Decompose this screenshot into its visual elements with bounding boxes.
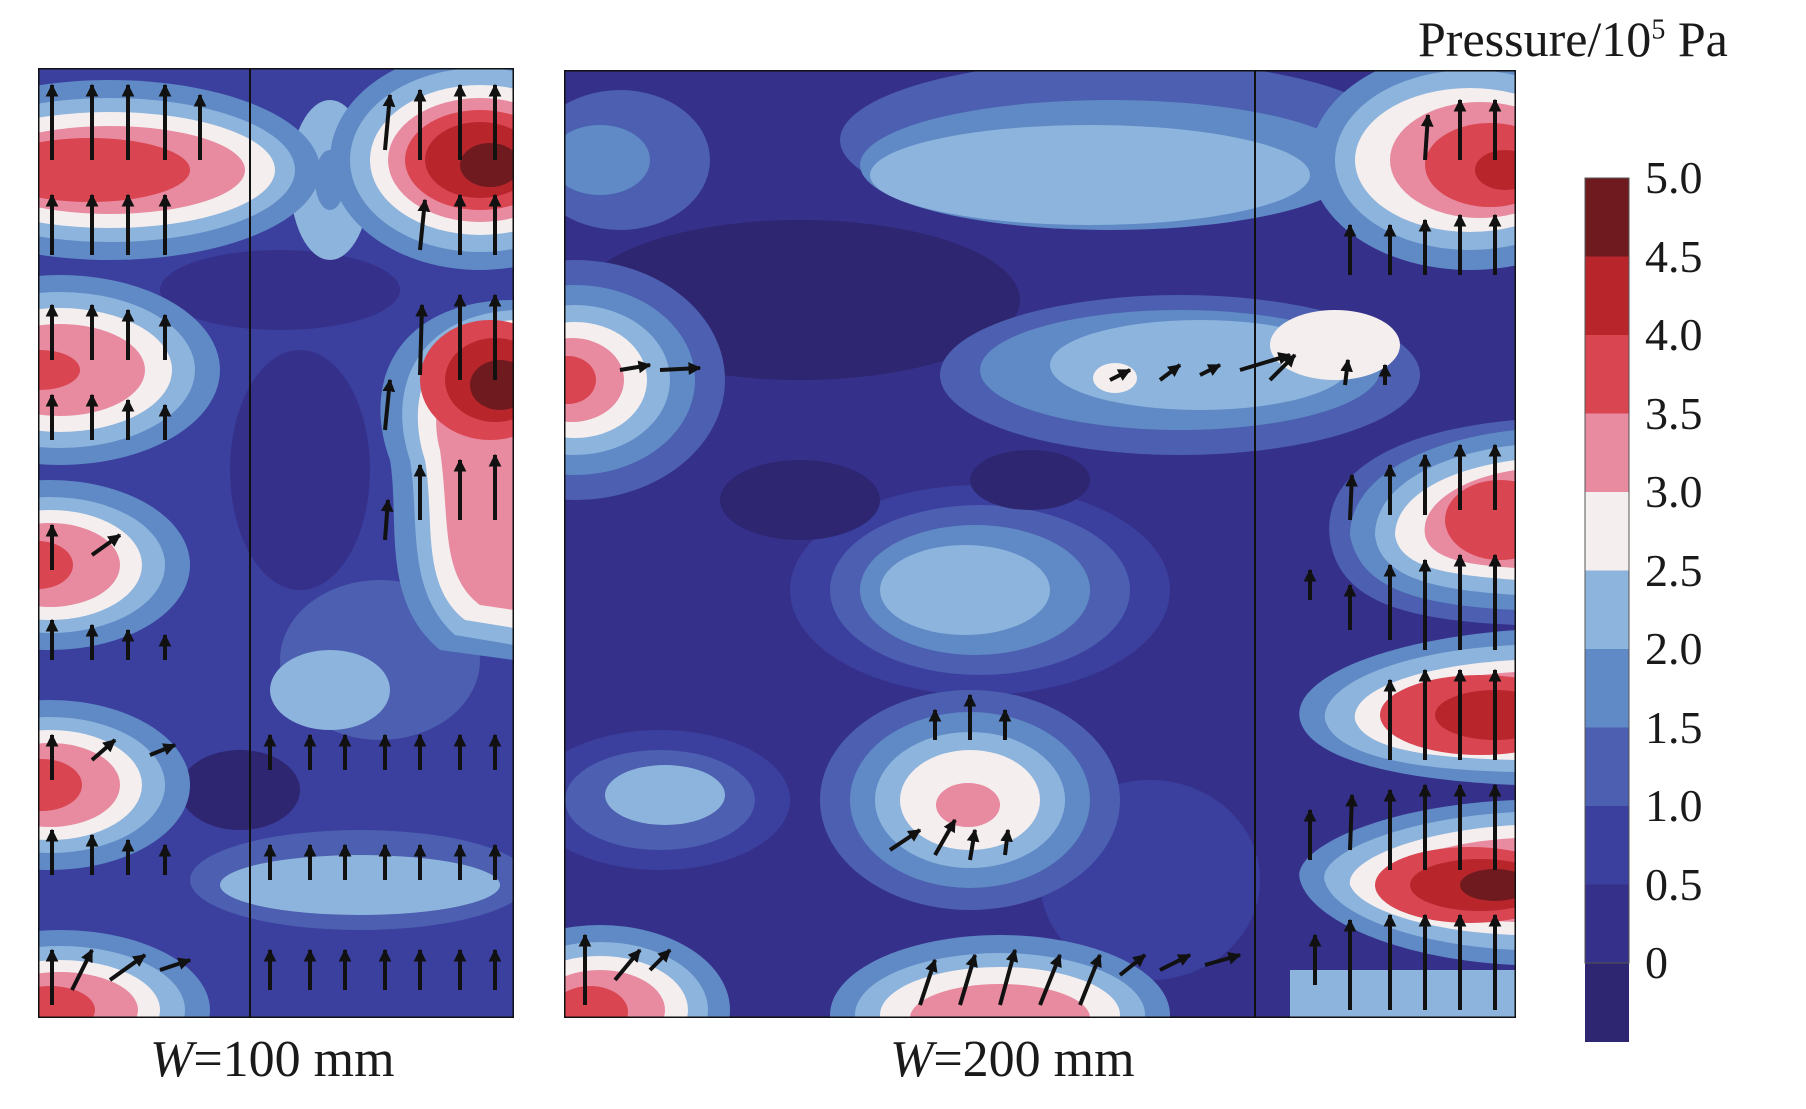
colorbar-tick-label: 3.5: [1645, 387, 1703, 439]
pressure-lobe: [330, 68, 514, 270]
pressure-lobe: [38, 700, 190, 870]
pressure-lobe: [564, 925, 730, 1018]
colorbar-title: Pressure/105 Pa: [1418, 11, 1728, 67]
colorbar-swatch: [1585, 256, 1629, 336]
colorbar-swatch: [1585, 963, 1629, 1042]
colorbar-tick-label: 0.5: [1645, 858, 1703, 910]
contour-panel-w200: [564, 70, 1516, 1018]
colorbar-tick-label: 1.0: [1645, 780, 1703, 831]
pressure-lobe: [1310, 70, 1516, 270]
colorbar-swatch: [1585, 570, 1629, 650]
panel-label-w100: W=100 mm: [150, 1031, 395, 1088]
pressure-lobe: [564, 260, 725, 500]
colorbar-tick-label: 5.0: [1645, 152, 1703, 203]
colorbar-swatch: [1585, 727, 1629, 807]
colorbar-swatch: [1585, 413, 1629, 493]
pressure-lobe: [38, 930, 210, 1018]
panel-label-w200: W=200 mm: [890, 1031, 1135, 1088]
colorbar: [1584, 177, 1630, 1042]
colorbar-tick-label: 2.5: [1645, 544, 1703, 596]
colorbar-outline: [1584, 177, 1630, 964]
colorbar-swatch: [1585, 335, 1629, 414]
colorbar-tick-label: 1.5: [1645, 701, 1703, 753]
pressure-lobe: [38, 275, 220, 465]
pressure-lobe: [820, 690, 1120, 910]
colorbar-swatch: [1585, 178, 1629, 257]
colorbar-swatch: [1585, 806, 1629, 885]
colorbar-tick-label: 2.0: [1645, 623, 1703, 674]
colorbar-tick-label: 0: [1645, 937, 1668, 988]
velocity-arrows: [45, 83, 502, 1005]
colorbar-swatch: [1585, 649, 1629, 728]
contour-panel-w100: [38, 68, 514, 1018]
colorbar-tick-label: 4.0: [1645, 309, 1703, 360]
colorbar-swatch: [1585, 884, 1629, 964]
velocity-arrows: [578, 98, 1502, 1010]
colorbar-swatch: [1585, 492, 1629, 571]
colorbar-tick-label: 3.0: [1645, 466, 1703, 517]
pressure-lobe: [380, 300, 514, 660]
colorbar-tick-label: 4.5: [1645, 230, 1703, 282]
pressure-lobe: [38, 480, 190, 650]
